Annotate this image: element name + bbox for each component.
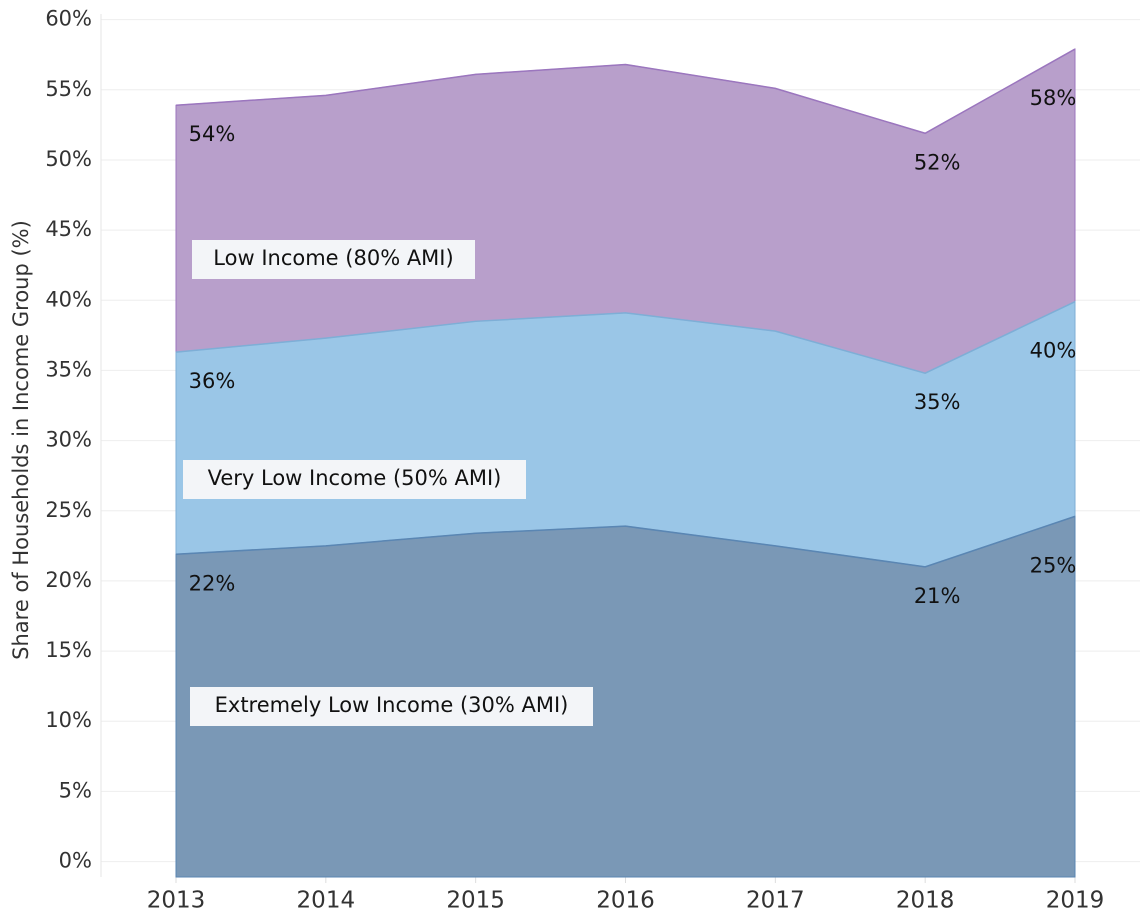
y-tick-label: 35% (45, 357, 92, 381)
data-label: 58% (1030, 86, 1077, 110)
y-tick-label: 20% (45, 568, 92, 592)
x-tick-label: 2016 (596, 888, 655, 914)
data-label: 25% (1030, 553, 1077, 577)
y-tick-label: 0% (59, 849, 92, 873)
area-line (175, 300, 1076, 375)
series-label-box (190, 687, 593, 726)
y-tick-label: 45% (45, 217, 92, 241)
data-label: 35% (914, 390, 961, 414)
x-tick-label: 2017 (746, 888, 805, 914)
y-axis-title: Share of Households in Income Group (%) (9, 220, 33, 660)
y-tick-label: 10% (45, 708, 92, 732)
data-label: 36% (189, 369, 236, 393)
data-label: 22% (189, 571, 236, 595)
area-line (175, 515, 1076, 568)
y-tick-label: 30% (45, 428, 92, 452)
series-label-box (192, 240, 475, 279)
area-line (175, 48, 1076, 135)
x-tick-label: 2015 (446, 888, 505, 914)
y-tick-label: 15% (45, 638, 92, 662)
y-tick-label: 5% (59, 778, 92, 802)
y-tick-label: 55% (45, 77, 92, 101)
series-label: Very Low Income (50% AMI) (208, 466, 502, 490)
x-tick-label: 2013 (147, 888, 206, 914)
series-label: Extremely Low Income (30% AMI) (215, 693, 569, 717)
x-tick-label: 2018 (896, 888, 955, 914)
data-label: 40% (1030, 339, 1077, 363)
data-label: 54% (189, 122, 236, 146)
series-label: Low Income (80% AMI) (213, 246, 453, 270)
y-tick-label: 60% (45, 7, 92, 31)
y-tick-label: 40% (45, 287, 92, 311)
y-tick-label: 50% (45, 147, 92, 171)
x-tick-label: 2014 (297, 888, 356, 914)
series-label-box (183, 460, 526, 499)
data-label: 52% (914, 150, 961, 174)
x-tick-label: 2019 (1046, 888, 1105, 914)
y-tick-label: 25% (45, 498, 92, 522)
data-label: 21% (914, 584, 961, 608)
